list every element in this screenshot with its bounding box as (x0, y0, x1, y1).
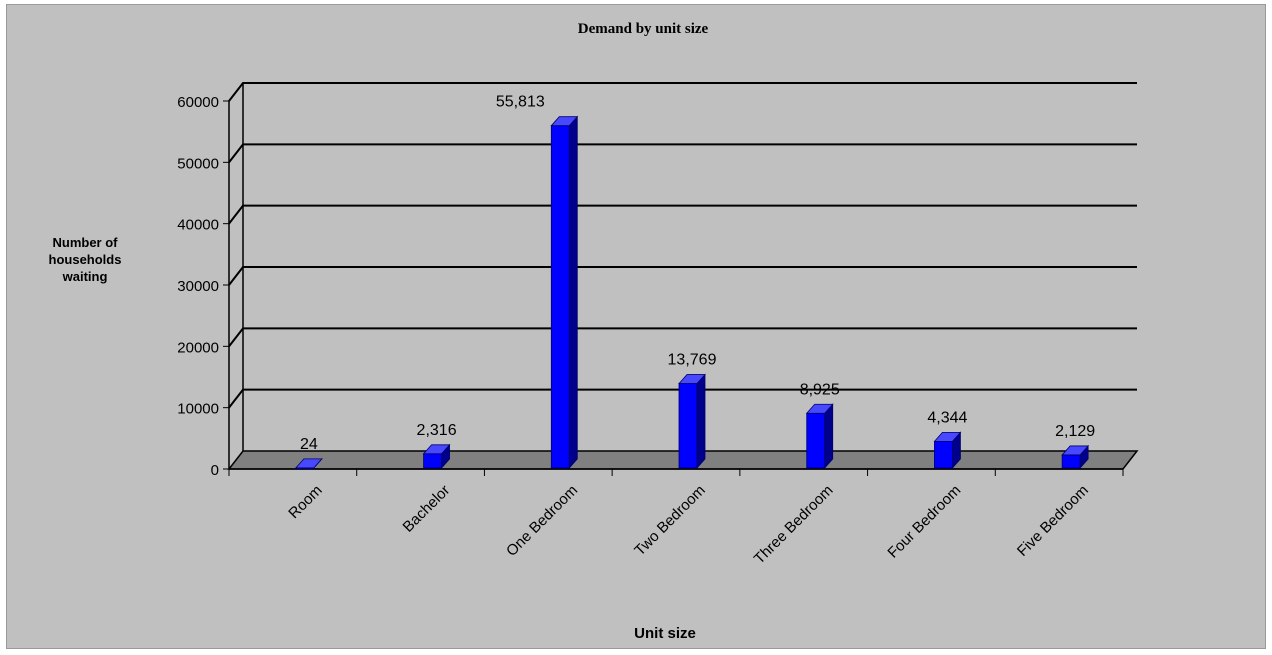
bar-chart: Demand by unit size Number of households w… (49, 21, 1139, 642)
data-label: 55,813 (496, 94, 545, 111)
bar (934, 440, 953, 469)
bar (806, 412, 826, 469)
x-tick-label: Room (285, 482, 325, 522)
y-tick-label: 20000 (177, 339, 219, 356)
chart-title: Demand by unit size (578, 21, 709, 37)
bar (423, 453, 442, 469)
data-label: 2,129 (1055, 423, 1095, 440)
y-axis-label-line: Number of (53, 235, 119, 250)
y-tick-label: 40000 (177, 217, 219, 234)
chart-frame: Demand by unit size Number of households w… (6, 4, 1266, 649)
bar-side (696, 373, 706, 470)
bar-side (824, 403, 834, 470)
x-tick-label: Two Bedroom (631, 482, 708, 559)
bar-top (1061, 445, 1090, 456)
gridlines (228, 82, 1137, 469)
data-label: 4,344 (927, 409, 967, 426)
gridline (228, 204, 1137, 225)
x-tick-label: Five Bedroom (1014, 482, 1092, 560)
data-label: 2,316 (417, 422, 457, 439)
bar-side (568, 115, 578, 470)
data-label: 13,769 (668, 352, 717, 369)
bar-top (678, 374, 706, 384)
y-tick-labels: 0 10000 20000 30000 40000 50000 60000 (177, 94, 229, 479)
y-tick-label: 0 (211, 462, 219, 479)
bar (1061, 454, 1081, 469)
x-tick-label: Bachelor (400, 482, 454, 536)
gridline (228, 327, 1137, 347)
data-label: 24 (300, 436, 318, 453)
bar-top (933, 431, 962, 442)
gridline (228, 266, 1137, 286)
bar-top (422, 444, 451, 455)
bar-top (550, 116, 579, 127)
y-tick-label: 10000 (177, 401, 219, 418)
bar-top (294, 458, 323, 469)
y-tick-label: 30000 (177, 278, 219, 295)
x-tick-label: Four Bedroom (884, 482, 964, 562)
x-axis-title: Unit size (634, 625, 696, 642)
bar (678, 383, 698, 469)
bar-top (805, 403, 834, 414)
x-tick-label: Three Bedroom (751, 482, 837, 568)
y-tick-label: 60000 (177, 94, 219, 111)
gridline (228, 143, 1137, 163)
data-labels: 24 2,316 55,813 13,769 8,925 4,344 2,129 (300, 94, 1095, 453)
y-tick-label: 50000 (177, 155, 219, 172)
y-axis-label-line: waiting (62, 269, 108, 284)
x-tick-labels: Room Bachelor One Bedroom Two Bedroom Three … (228, 469, 1124, 568)
x-tick-label: One Bedroom (503, 482, 581, 560)
y-axis-label-line: households (49, 252, 122, 267)
bar (550, 125, 570, 469)
gridline (228, 82, 1137, 102)
y-axis-label: Number of households waiting (49, 235, 122, 284)
bars (294, 115, 1090, 470)
data-label: 8,925 (800, 381, 840, 398)
